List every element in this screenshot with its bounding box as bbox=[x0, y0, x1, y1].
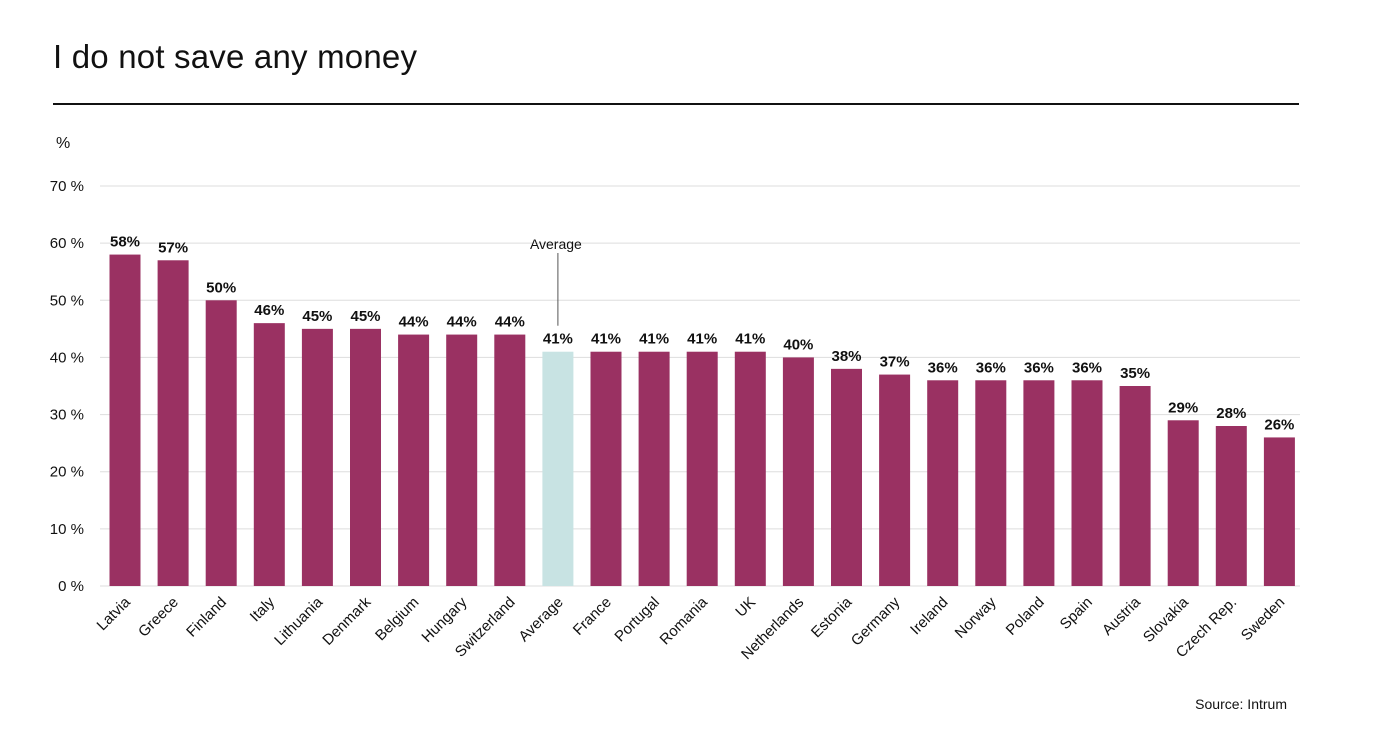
x-tick-label: Finland bbox=[183, 594, 230, 641]
bar bbox=[927, 380, 959, 586]
bar bbox=[734, 351, 766, 586]
y-tick-label: 50 % bbox=[50, 292, 84, 309]
x-tick-label: Ireland bbox=[907, 594, 951, 638]
source-note: Source: Intrum bbox=[1195, 696, 1287, 712]
x-tick-label: Estonia bbox=[808, 593, 856, 641]
x-tick-label: Latvia bbox=[94, 593, 135, 634]
bar bbox=[1119, 386, 1151, 586]
y-axis: 0 % 10 % 20 % 30 % 40 % 50 % 60 % 70 %% bbox=[50, 135, 84, 595]
y-tick-label: 60 % bbox=[50, 235, 84, 252]
x-tick-label: Norway bbox=[952, 593, 1000, 641]
bar bbox=[205, 300, 237, 586]
y-tick-label: 20 % bbox=[50, 464, 84, 481]
annotation-label: Average bbox=[530, 236, 582, 252]
data-label: 37% bbox=[880, 354, 910, 371]
chart-title: I do not save any money bbox=[53, 38, 418, 75]
bar bbox=[638, 351, 670, 586]
y-axis-label: % bbox=[56, 135, 70, 152]
x-tick-label: Lithuania bbox=[271, 593, 327, 649]
data-label: 29% bbox=[1168, 399, 1198, 416]
data-label: 46% bbox=[254, 302, 284, 319]
x-tick-label: Poland bbox=[1003, 594, 1048, 639]
bar bbox=[1167, 420, 1199, 586]
x-tick-label: UK bbox=[732, 594, 759, 621]
x-tick-label: Romania bbox=[657, 593, 712, 648]
x-tick-label: Denmark bbox=[319, 593, 374, 648]
data-label: 45% bbox=[302, 308, 332, 325]
x-tick-label: Sweden bbox=[1238, 594, 1288, 644]
bar bbox=[590, 351, 622, 586]
y-tick-label: 0 % bbox=[58, 578, 84, 595]
bar bbox=[398, 334, 430, 586]
title-divider bbox=[53, 103, 1299, 105]
data-label: 26% bbox=[1264, 416, 1294, 433]
bar bbox=[542, 351, 574, 586]
bar bbox=[253, 323, 285, 586]
bar bbox=[1263, 437, 1295, 586]
bar bbox=[157, 260, 189, 586]
x-tick-label: Spain bbox=[1057, 594, 1096, 633]
bar bbox=[686, 351, 718, 586]
data-label: 41% bbox=[639, 331, 669, 348]
bar bbox=[494, 334, 526, 586]
x-tick-label: Germany bbox=[848, 593, 904, 649]
data-label: 41% bbox=[591, 331, 621, 348]
data-label: 41% bbox=[735, 331, 765, 348]
data-label: 44% bbox=[399, 314, 429, 331]
x-tick-label: Average bbox=[515, 594, 566, 645]
bars bbox=[109, 254, 1295, 587]
bar bbox=[350, 328, 381, 586]
data-label: 44% bbox=[495, 314, 525, 331]
bar bbox=[831, 368, 862, 586]
data-label: 58% bbox=[110, 234, 140, 251]
bar bbox=[109, 254, 141, 587]
y-tick-label: 30 % bbox=[50, 407, 84, 424]
x-tick-label: Greece bbox=[135, 594, 182, 641]
data-label: 40% bbox=[783, 336, 813, 353]
y-tick-label: 40 % bbox=[50, 349, 84, 366]
data-label: 36% bbox=[928, 359, 958, 376]
x-tick-label: Austria bbox=[1099, 593, 1144, 638]
data-label: 28% bbox=[1216, 405, 1246, 422]
data-label: 45% bbox=[350, 308, 380, 325]
bar bbox=[975, 380, 1007, 586]
data-label: 36% bbox=[1024, 359, 1054, 376]
bar bbox=[1023, 380, 1055, 586]
data-label: 35% bbox=[1120, 365, 1150, 382]
bar bbox=[1071, 380, 1103, 586]
data-label: 57% bbox=[158, 239, 188, 256]
bar bbox=[1215, 426, 1247, 586]
data-label: 41% bbox=[543, 331, 573, 348]
y-tick-label: 70 % bbox=[50, 178, 84, 195]
annotation: Average bbox=[530, 236, 582, 326]
data-label: 38% bbox=[831, 348, 861, 365]
x-tick-label: France bbox=[570, 594, 615, 639]
y-tick-label: 10 % bbox=[50, 521, 84, 538]
x-tick-label: Italy bbox=[247, 593, 279, 625]
data-label: 50% bbox=[206, 279, 236, 296]
data-labels: 58% 57% 50% 46% 45% 45% 44% 44% 44% 41% 41% 41% 41% 4… bbox=[110, 234, 1294, 434]
x-tick-label: Portugal bbox=[611, 594, 663, 646]
bar bbox=[782, 357, 814, 586]
data-label: 41% bbox=[687, 331, 717, 348]
data-label: 44% bbox=[447, 314, 477, 331]
data-label: 36% bbox=[976, 359, 1006, 376]
bar bbox=[879, 374, 911, 586]
x-tick-label: Belgium bbox=[372, 594, 422, 644]
data-label: 36% bbox=[1072, 359, 1102, 376]
x-axis: Latvia Greece Finland ItalyLithuaniaDenmark… bbox=[94, 593, 1289, 663]
bar bbox=[301, 328, 333, 586]
bar bbox=[446, 334, 478, 586]
